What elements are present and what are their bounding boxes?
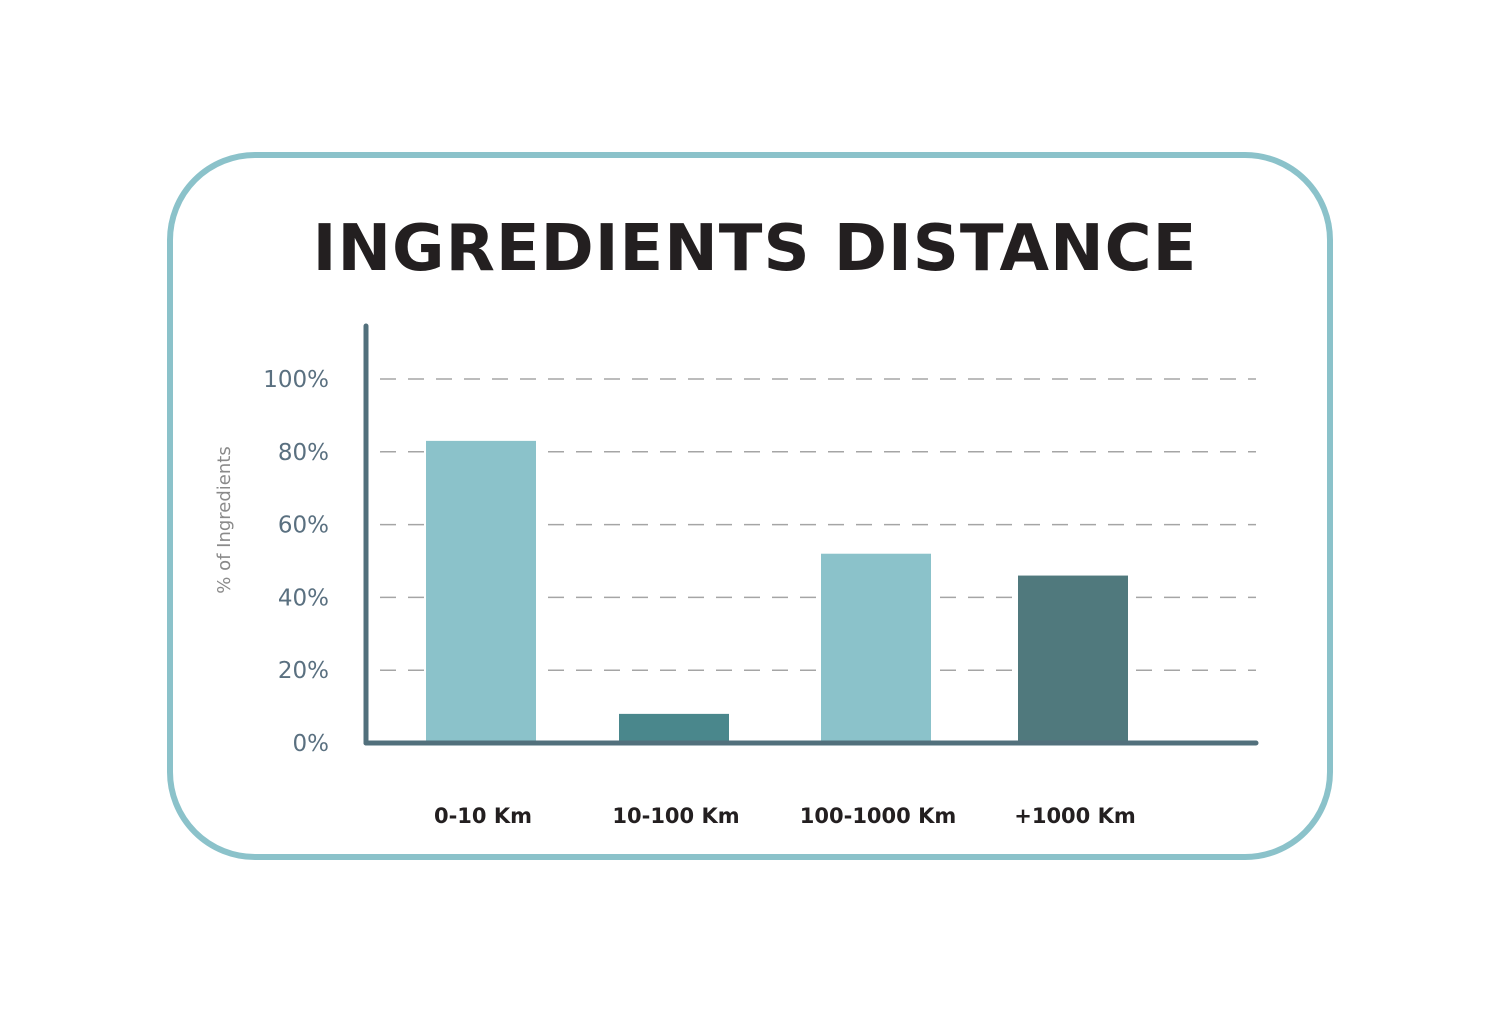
- y-tick-labels: 0% 20% 40% 60% 80% 100%: [263, 367, 329, 757]
- bars: [426, 440, 1128, 743]
- x-category-label: 10-100 Km: [612, 804, 739, 828]
- chart-title: INGREDIENTS DISTANCE: [312, 212, 1198, 286]
- y-tick-label: 100%: [263, 367, 329, 393]
- x-category-label: 100-1000 Km: [800, 804, 956, 828]
- y-tick-label: 0%: [293, 731, 330, 757]
- bar: [1018, 575, 1128, 743]
- y-tick-label: 20%: [278, 658, 329, 684]
- y-axis-title: % of Ingredients: [214, 446, 235, 593]
- bar: [821, 553, 931, 743]
- x-category-labels: 0-10 Km 10-100 Km 100-1000 Km +1000 Km: [434, 804, 1136, 828]
- y-tick-label: 80%: [278, 440, 329, 466]
- x-category-label: +1000 Km: [1014, 804, 1136, 828]
- y-tick-label: 40%: [278, 585, 329, 611]
- x-category-label: 0-10 Km: [434, 804, 532, 828]
- bar: [619, 713, 729, 743]
- bar: [426, 440, 536, 743]
- axes: [363, 323, 1259, 746]
- y-tick-label: 60%: [278, 513, 329, 539]
